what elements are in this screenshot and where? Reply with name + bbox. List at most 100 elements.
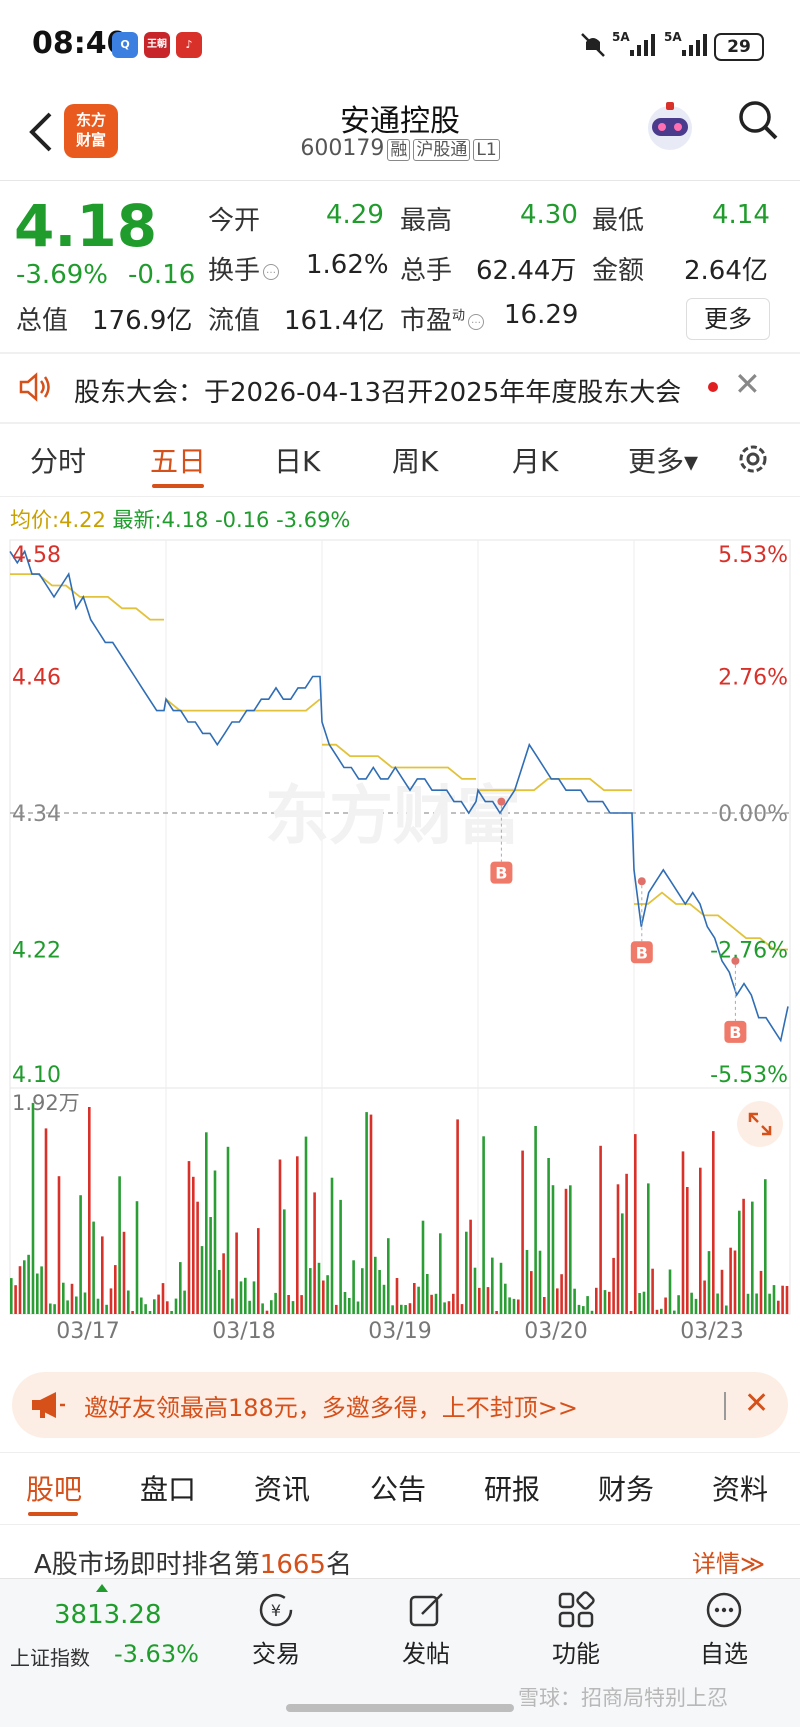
avg-series-line	[322, 743, 476, 780]
buy-point	[497, 797, 506, 806]
volume-bar	[183, 1290, 186, 1314]
search-icon[interactable]	[736, 98, 780, 142]
y-tick-label-right: 5.53%	[718, 543, 788, 568]
megaphone-icon	[32, 1392, 65, 1418]
tab-announcements[interactable]: 公告	[370, 1473, 427, 1506]
home-indicator[interactable]	[286, 1704, 514, 1712]
invite-banner[interactable]	[12, 1372, 788, 1438]
tab-monthly-k[interactable]: 月K	[512, 445, 559, 478]
volume-bar	[209, 1217, 212, 1314]
volume-bar	[582, 1306, 585, 1314]
tab-financials[interactable]: 财务	[598, 1473, 655, 1506]
expand-icon[interactable]	[736, 1100, 784, 1148]
tab-profile[interactable]: 资料	[712, 1473, 769, 1506]
volume-bar	[421, 1220, 425, 1314]
toolbar-post-label[interactable]: 发帖	[402, 1640, 450, 1668]
volume-bar	[205, 1132, 208, 1314]
volume-bar	[105, 1304, 108, 1314]
five-day-chart[interactable]: 东方财富 BBB 4.584.464.344.224.105.53%2.76%0…	[0, 538, 800, 1344]
info-icon[interactable]: …	[468, 313, 485, 330]
index-percent[interactable]: -3.63%	[114, 1640, 199, 1668]
notice-close-icon[interactable]: ✕	[734, 365, 761, 403]
volume-bar	[439, 1233, 442, 1314]
tab-weekly-k[interactable]: 周K	[392, 445, 439, 478]
volume-bar	[452, 1293, 455, 1314]
robot-assistant-icon[interactable]	[640, 96, 700, 156]
index-name[interactable]: 上证指数	[10, 1646, 90, 1670]
volume-bar	[317, 1262, 321, 1314]
volume-bar	[66, 1300, 69, 1314]
tab-guba[interactable]: 股吧	[26, 1473, 83, 1506]
chart-grid	[9, 539, 791, 1315]
status-app-icon: 王朝	[144, 32, 170, 58]
avg-price-line	[10, 573, 788, 951]
quote-label: 最低	[592, 206, 645, 236]
volume-bar	[395, 1278, 399, 1314]
invite-text[interactable]: 邀好友领最高188元，多邀多得，上不封顶>>	[84, 1394, 579, 1422]
volume-bar	[326, 1275, 329, 1314]
volume-bar	[101, 1236, 104, 1314]
price-series-line	[9, 549, 789, 1043]
volume-bar	[686, 1187, 689, 1314]
avg-value: 4.22	[59, 508, 106, 532]
tab-order-book[interactable]: 盘口	[140, 1473, 197, 1506]
volume-bar	[257, 1228, 260, 1314]
volume-bar	[564, 1188, 568, 1314]
y-tick-label-right: -5.53%	[710, 1063, 788, 1088]
toolbar-watchlist-label[interactable]: 自选	[700, 1640, 748, 1668]
functions-icon[interactable]	[556, 1590, 596, 1630]
toolbar-functions-label[interactable]: 功能	[552, 1640, 600, 1668]
turnover-label[interactable]: 换手…	[208, 250, 280, 287]
volume-bar	[504, 1283, 507, 1314]
avg-series-line	[10, 573, 164, 621]
avg-label: 均价:	[10, 508, 60, 532]
divider	[0, 352, 800, 354]
volume-bar	[777, 1300, 780, 1314]
shareholder-meeting-notice[interactable]: 股东大会：于2026-04-13召开2025年年度股东大会	[74, 378, 682, 408]
volume-bar	[226, 1146, 230, 1314]
volume-bar	[114, 1265, 117, 1314]
index-expand-icon[interactable]	[96, 1584, 108, 1592]
volume-bar	[538, 1250, 542, 1314]
chart-legend-row: 均价:4.22 最新:4.18 -0.16 -3.69%	[10, 504, 350, 534]
volume-bar	[521, 1150, 524, 1314]
status-app-icon: Q	[112, 32, 138, 58]
latest-percent: -3.69%	[276, 508, 351, 532]
pe-label[interactable]: 市盈动…	[400, 300, 485, 337]
info-icon[interactable]: …	[263, 263, 280, 280]
trade-icon[interactable]: ¥	[256, 1590, 296, 1630]
y-tick-label-right: 2.76%	[718, 666, 788, 691]
volume-bar	[616, 1184, 620, 1314]
latest-value: 4.18	[161, 508, 209, 532]
more-quote-button[interactable]: 更多	[686, 298, 770, 340]
tab-daily-k[interactable]: 日K	[274, 445, 321, 478]
tab-research[interactable]: 研报	[484, 1473, 541, 1506]
volume-bar	[508, 1297, 511, 1314]
tab-five-day[interactable]: 五日	[150, 445, 207, 478]
volume-bar	[768, 1293, 771, 1314]
volume-bar	[157, 1294, 160, 1314]
tab-news[interactable]: 资讯	[254, 1473, 311, 1506]
volume-bar	[161, 1283, 165, 1314]
rank-detail-link[interactable]: 详情≫	[692, 1550, 766, 1578]
signal-icon	[682, 34, 707, 56]
volume-bar	[248, 1300, 251, 1314]
volume-bar	[153, 1299, 156, 1314]
volume-bar	[235, 1232, 238, 1314]
y-tick-label-left: 4.46	[12, 666, 61, 691]
signal-label: 5A	[664, 30, 682, 44]
invite-close-icon[interactable]: ✕	[744, 1386, 770, 1421]
volume-bar	[356, 1301, 360, 1314]
gear-icon[interactable]	[734, 440, 772, 478]
post-icon[interactable]	[406, 1590, 446, 1630]
y-tick-label-left: 4.10	[12, 1063, 61, 1088]
volume-bar	[560, 1274, 563, 1314]
volume-bar	[387, 1238, 390, 1314]
tab-intraday[interactable]: 分时	[30, 445, 87, 478]
watchlist-icon[interactable]	[704, 1590, 744, 1630]
toolbar-trade-label[interactable]: 交易	[252, 1640, 300, 1668]
index-value[interactable]: 3813.28	[54, 1600, 162, 1630]
tab-more[interactable]: 更多▾	[628, 445, 699, 478]
back-arrow-icon[interactable]	[22, 108, 62, 156]
volume-bar	[283, 1209, 286, 1314]
